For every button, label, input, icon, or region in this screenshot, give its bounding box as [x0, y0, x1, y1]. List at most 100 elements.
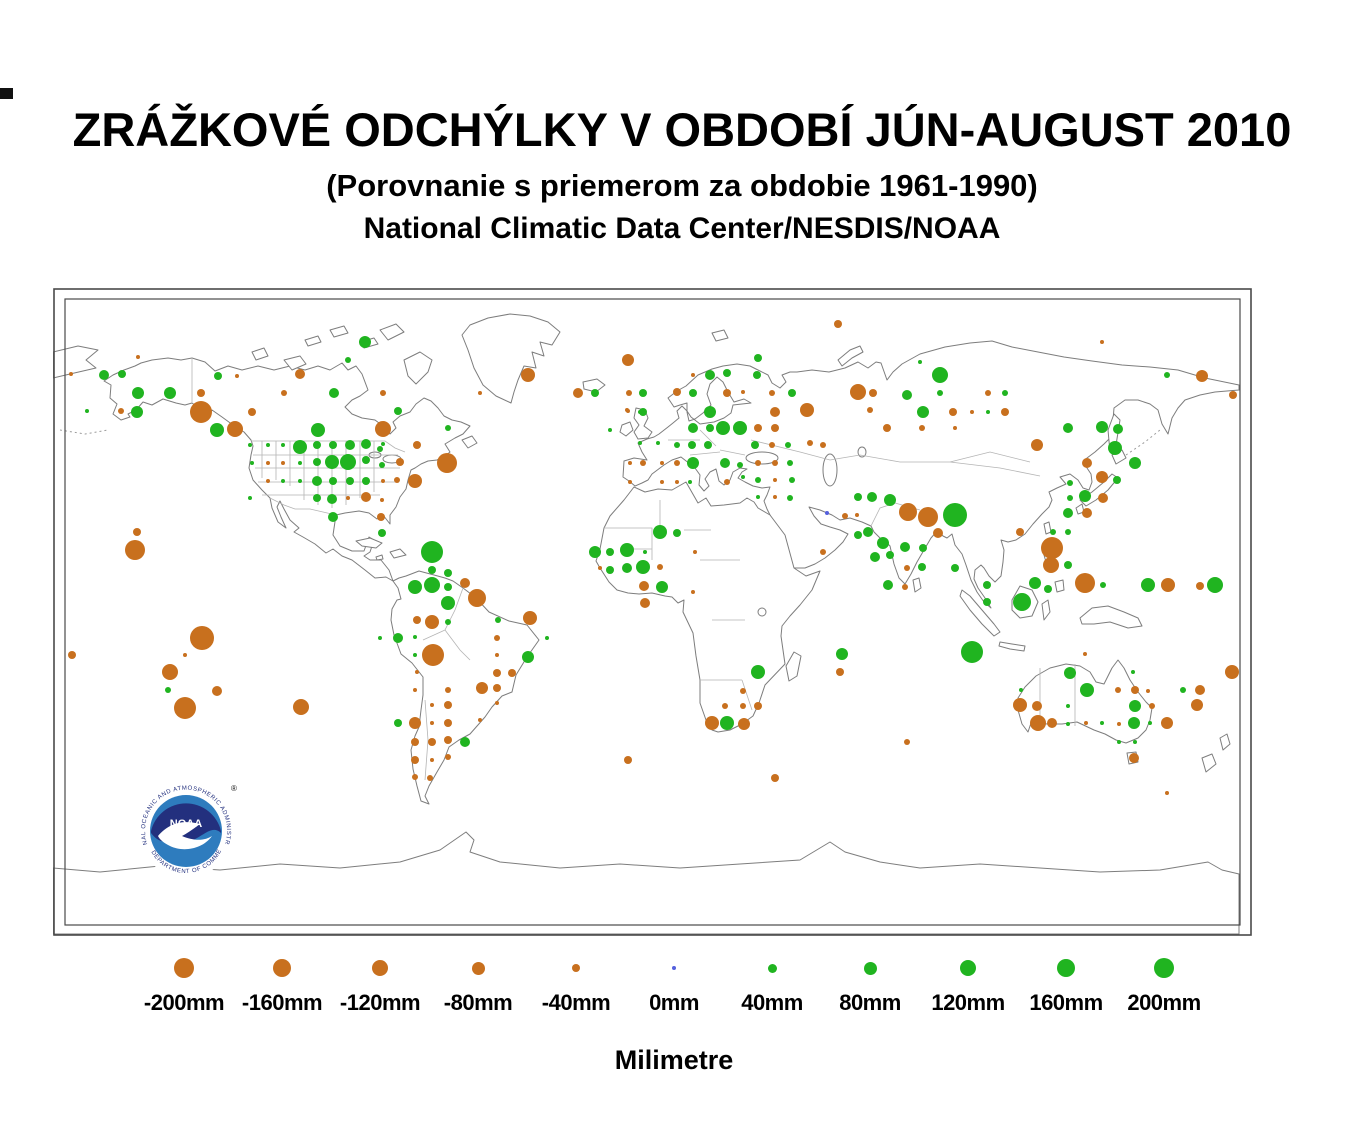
- anomaly-dot: [445, 425, 451, 431]
- legend-dot: [372, 960, 388, 976]
- anomaly-dot: [785, 442, 791, 448]
- anomaly-dot: [919, 425, 925, 431]
- anomaly-dot: [266, 479, 270, 483]
- anomaly-dot: [441, 596, 455, 610]
- anomaly-dot: [1191, 699, 1203, 711]
- anomaly-dot: [1030, 715, 1046, 731]
- anomaly-dot: [720, 716, 734, 730]
- anomaly-dot: [444, 701, 452, 709]
- anomaly-dot: [362, 456, 370, 464]
- anomaly-dot: [773, 495, 777, 499]
- anomaly-dot: [394, 477, 400, 483]
- anomaly-dot: [638, 441, 642, 445]
- anomaly-dot: [983, 598, 991, 606]
- anomaly-dot: [430, 703, 434, 707]
- anomaly-dot: [359, 336, 371, 348]
- anomaly-dot: [411, 756, 419, 764]
- anomaly-dot: [293, 699, 309, 715]
- anomaly-dot: [657, 564, 663, 570]
- anomaly-dot: [1064, 561, 1072, 569]
- anomaly-dots-layer: [68, 320, 1239, 795]
- anomaly-dot: [807, 440, 813, 446]
- anomaly-dot: [381, 442, 385, 446]
- legend-dot: [672, 966, 676, 970]
- anomaly-dot: [1032, 701, 1042, 711]
- anomaly-dot: [298, 479, 302, 483]
- anomaly-dot: [415, 670, 419, 674]
- anomaly-dot: [986, 410, 990, 414]
- anomaly-dot: [660, 480, 664, 484]
- anomaly-dot: [751, 665, 765, 679]
- anomaly-dot: [917, 406, 929, 418]
- anomaly-dot: [687, 457, 699, 469]
- anomaly-dot: [704, 406, 716, 418]
- anomaly-dot: [1041, 537, 1063, 559]
- anomaly-dot: [589, 546, 601, 558]
- anomaly-dot: [733, 421, 747, 435]
- country-borders: [191, 358, 1076, 781]
- anomaly-dot: [266, 461, 270, 465]
- anomaly-dot: [753, 371, 761, 379]
- anomaly-dot: [724, 479, 730, 485]
- anomaly-dot: [408, 474, 422, 488]
- anomaly-dot: [445, 754, 451, 760]
- anomaly-dot: [136, 355, 140, 359]
- anomaly-dot: [1196, 370, 1208, 382]
- anomaly-dot: [493, 684, 501, 692]
- anomaly-dot: [190, 626, 214, 650]
- anomaly-dot: [409, 717, 421, 729]
- anomaly-dot: [737, 462, 743, 468]
- anomaly-dot: [754, 354, 762, 362]
- anomaly-dot: [640, 598, 650, 608]
- anomaly-dot: [606, 566, 614, 574]
- anomaly-dot: [346, 477, 354, 485]
- anomaly-dot: [1131, 686, 1139, 694]
- anomaly-dot: [1080, 683, 1094, 697]
- anomaly-dot: [1043, 557, 1059, 573]
- anomaly-dot: [476, 682, 488, 694]
- anomaly-dot: [411, 738, 419, 746]
- anomaly-dot: [1229, 391, 1237, 399]
- anomaly-dot: [622, 354, 634, 366]
- anomaly-dot: [313, 441, 321, 449]
- anomaly-dot: [628, 461, 632, 465]
- anomaly-dot: [313, 458, 321, 466]
- legend-dot: [960, 960, 976, 976]
- anomaly-dot: [393, 633, 403, 643]
- legend-item-40: 40mm: [724, 940, 820, 1016]
- anomaly-dot: [1063, 508, 1073, 518]
- anomaly-dot: [362, 477, 370, 485]
- anomaly-dot: [345, 440, 355, 450]
- anomaly-dot: [754, 702, 762, 710]
- legend-label: 40mm: [741, 990, 803, 1015]
- anomaly-dot: [430, 758, 434, 762]
- anomaly-dot: [1207, 577, 1223, 593]
- anomaly-dot: [118, 408, 124, 414]
- anomaly-dot: [937, 390, 943, 396]
- anomaly-dot: [444, 736, 452, 744]
- anomaly-dot: [545, 636, 549, 640]
- anomaly-dot: [869, 389, 877, 397]
- legend: -200mm -160mm -120mm -80mm -40mm 0mm 40mm 80mm 1…: [0, 940, 1364, 1040]
- anomaly-dot: [688, 480, 692, 484]
- anomaly-dot: [131, 406, 143, 418]
- anomaly-dot: [983, 581, 991, 589]
- anomaly-dot: [266, 443, 270, 447]
- anomaly-dot: [770, 407, 780, 417]
- anomaly-dot: [413, 616, 421, 624]
- legend-label: 200mm: [1127, 990, 1201, 1015]
- anomaly-dot: [640, 460, 646, 466]
- anomaly-dot: [867, 407, 873, 413]
- anomaly-dot: [688, 423, 698, 433]
- anomaly-dot: [1050, 529, 1056, 535]
- anomaly-dot: [346, 496, 350, 500]
- anomaly-dot: [1013, 593, 1031, 611]
- legend-label: 0mm: [649, 990, 699, 1015]
- anomaly-dot: [340, 454, 356, 470]
- anomaly-dot: [756, 495, 760, 499]
- legend-label: -40mm: [541, 990, 611, 1015]
- anomaly-dot: [1075, 573, 1095, 593]
- anomaly-dot: [227, 421, 243, 437]
- anomaly-dot: [1146, 689, 1150, 693]
